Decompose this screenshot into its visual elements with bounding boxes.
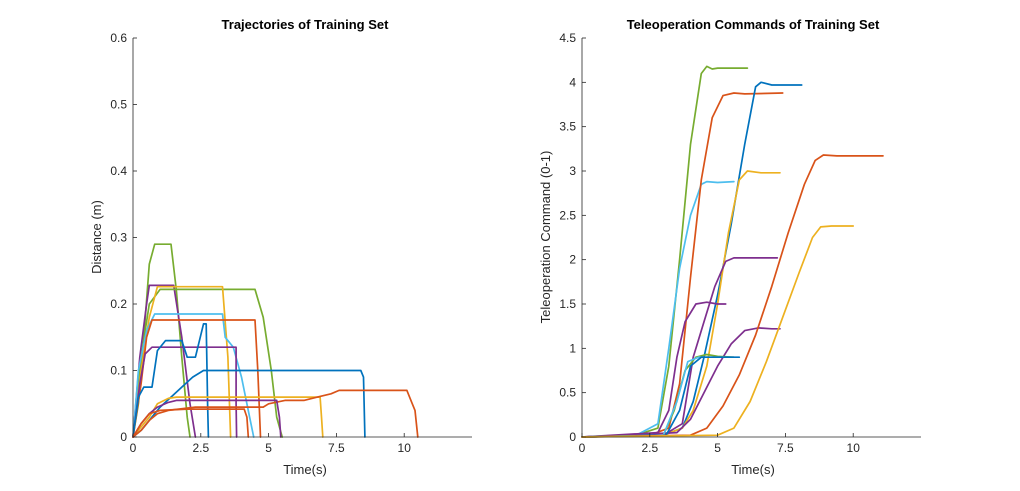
y-tick-label: 4 xyxy=(569,75,576,89)
y-tick-label: 0.2 xyxy=(110,297,127,311)
series-line-1 xyxy=(581,65,749,438)
series-line-5 xyxy=(581,170,781,438)
x-tick-label: 10 xyxy=(847,441,861,455)
chart-title: Trajectories of Training Set xyxy=(222,17,390,32)
series-line-3 xyxy=(132,288,284,438)
ticks-group: 0 2.5 5 7.5 10 0 0.5 1 1.5 2 2.5 3 3.5 4 4.5 xyxy=(559,31,860,455)
series-line-5 xyxy=(132,313,255,438)
series-line-4 xyxy=(132,285,232,438)
x-tick-label: 0 xyxy=(130,441,137,455)
series-line-3 xyxy=(581,92,784,438)
teleoperation-chart: Teleoperation Commands of Training Set 0… xyxy=(538,17,921,477)
x-axis-label: Time(s) xyxy=(283,462,327,477)
y-axis-label: Teleoperation Command (0-1) xyxy=(538,151,553,324)
x-tick-label: 5 xyxy=(714,441,721,455)
y-tick-label: 0.6 xyxy=(110,31,127,45)
y-tick-label: 0.1 xyxy=(110,364,127,378)
series-line-9 xyxy=(132,369,366,438)
x-tick-label: 0 xyxy=(579,441,586,455)
y-tick-label: 0 xyxy=(569,430,576,444)
series-line-6 xyxy=(581,257,779,438)
y-tick-label: 2.5 xyxy=(559,208,576,222)
x-tick-label: 5 xyxy=(265,441,272,455)
series-line-2 xyxy=(132,284,197,438)
series-line-12 xyxy=(581,154,884,438)
series-line-7 xyxy=(132,346,238,438)
y-tick-label: 1.5 xyxy=(559,297,576,311)
y-axis-label: Distance (m) xyxy=(89,200,104,274)
y-tick-label: 2 xyxy=(569,253,576,267)
y-tick-label: 1 xyxy=(569,341,576,355)
series-line-13 xyxy=(132,408,250,438)
x-tick-label: 10 xyxy=(398,441,412,455)
x-tick-label: 2.5 xyxy=(192,441,209,455)
series-group xyxy=(581,65,884,438)
series-line-7 xyxy=(581,301,727,438)
y-tick-label: 3.5 xyxy=(559,120,576,134)
series-line-11 xyxy=(132,389,419,438)
ticks-group: 0 2.5 5 7.5 10 0 0.1 0.2 0.3 0.4 0.5 0.6 xyxy=(110,31,411,455)
y-tick-label: 0.3 xyxy=(110,231,127,245)
series-line-8 xyxy=(132,323,210,438)
trajectories-chart: Trajectories of Training Set 0 2.5 5 7.5 100… xyxy=(89,17,472,477)
x-tick-label: 2.5 xyxy=(641,441,658,455)
y-tick-label: 0.4 xyxy=(110,164,127,178)
series-group xyxy=(132,243,419,438)
x-axis-label: Time(s) xyxy=(731,462,775,477)
y-tick-label: 0.5 xyxy=(110,98,127,112)
series-line-8 xyxy=(581,327,781,438)
x-tick-label: 7.5 xyxy=(777,441,794,455)
chart-title: Teleoperation Commands of Training Set xyxy=(627,17,880,32)
series-line-2 xyxy=(581,180,735,438)
y-tick-label: 4.5 xyxy=(559,31,576,45)
series-line-10 xyxy=(132,396,324,438)
y-tick-label: 0 xyxy=(120,430,127,444)
axes-box xyxy=(581,38,921,438)
series-line-13 xyxy=(581,225,855,438)
y-tick-label: 0.5 xyxy=(559,386,576,400)
y-tick-label: 3 xyxy=(569,164,576,178)
x-tick-label: 7.5 xyxy=(328,441,345,455)
